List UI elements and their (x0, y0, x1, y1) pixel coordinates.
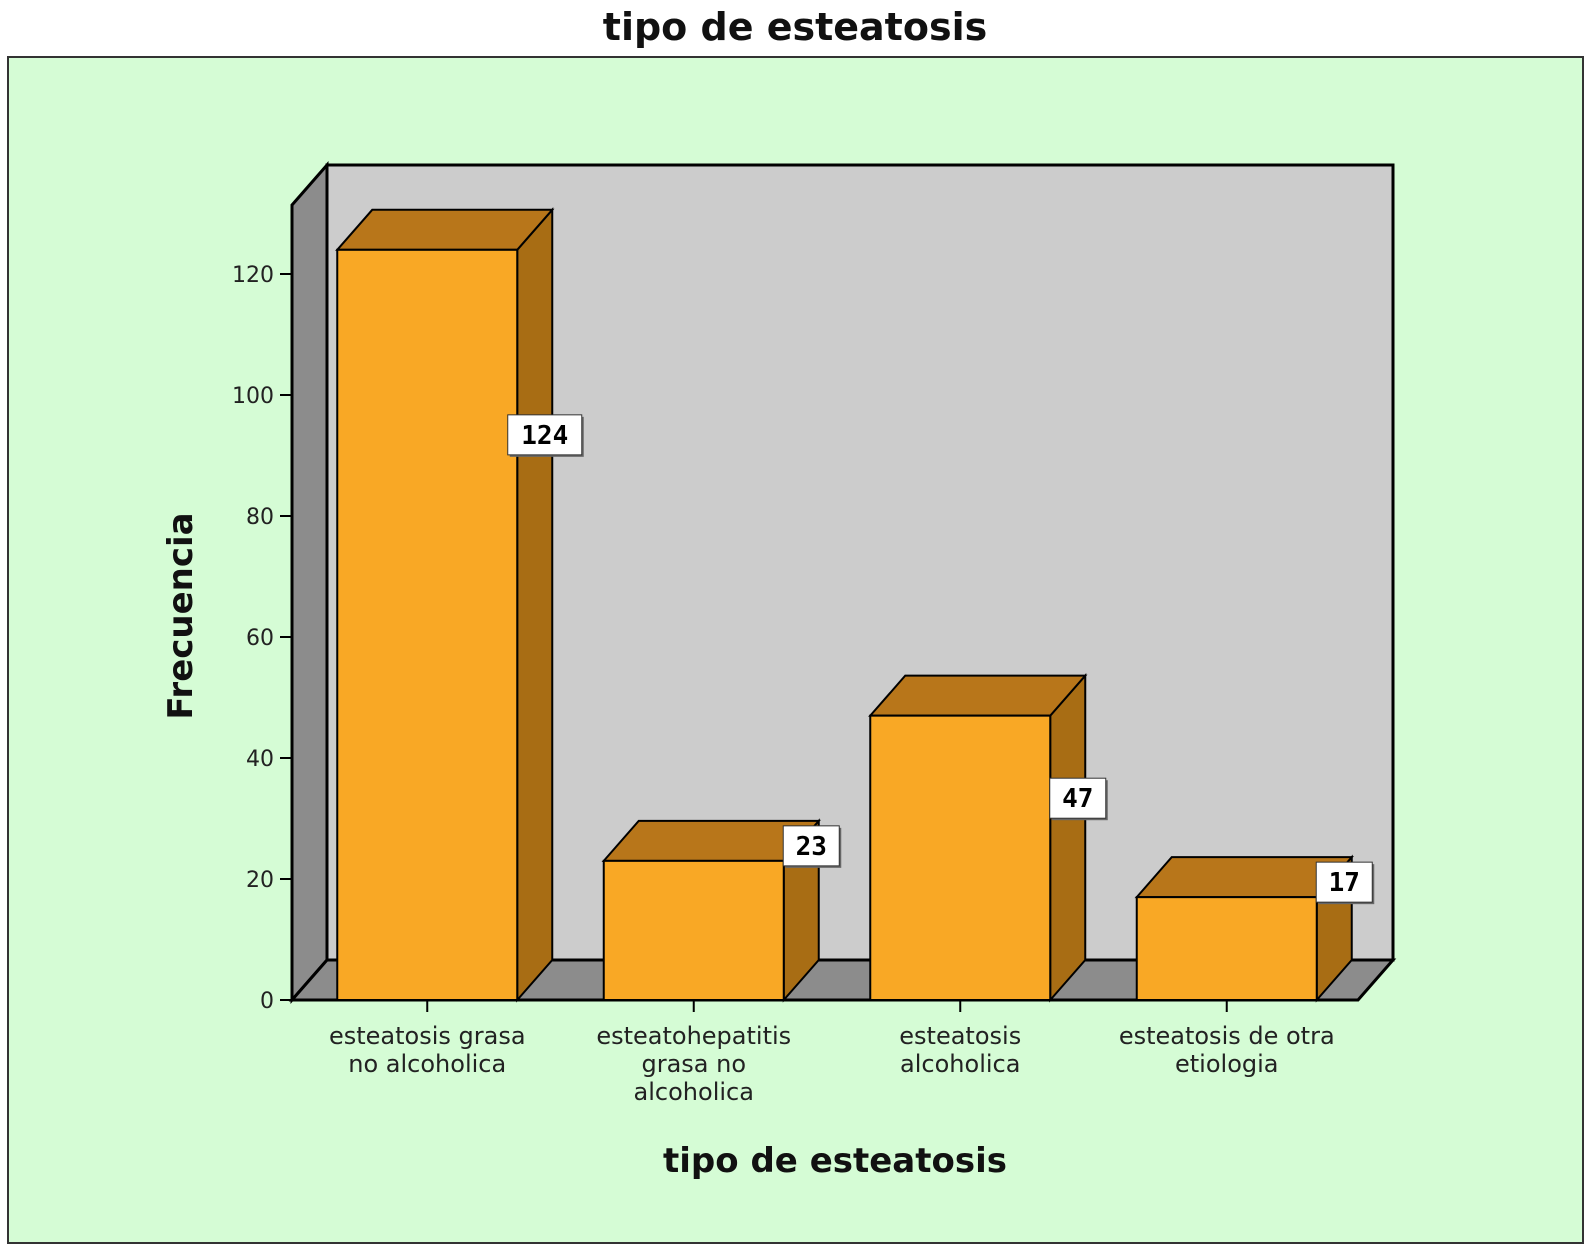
bar-front (1135, 896, 1318, 1002)
svg-text:23: 23 (796, 832, 827, 862)
y-tick-label: 60 (246, 626, 274, 651)
data-label: 124 (507, 414, 584, 457)
y-tick-label: 80 (246, 505, 274, 530)
y-axis: 0 20 40 60 80 100 120 (232, 205, 293, 1014)
data-label: 17 (1315, 861, 1375, 905)
y-tick-label: 40 (246, 747, 274, 772)
category-labels: esteatosis grasa no alcoholica esteatohepa… (329, 1000, 1335, 1106)
bar-side (516, 207, 554, 1003)
svg-text:124: 124 (521, 421, 568, 451)
svg-text:47: 47 (1062, 784, 1093, 814)
data-label: 23 (782, 825, 842, 868)
bar-front (336, 248, 519, 1002)
bar: 23 (601, 818, 842, 1003)
y-axis-title: Frecuencia (161, 512, 201, 719)
bar-front (602, 859, 785, 1001)
category-label: esteatohepatitis grasa no alcoholica (596, 1022, 791, 1106)
y-tick-label: 0 (260, 989, 274, 1014)
bar-side (1049, 672, 1087, 1003)
y-tick-label: 100 (232, 384, 274, 409)
category-label: esteatosis de otra etiologia (1119, 1022, 1335, 1078)
bar: 124 (335, 207, 584, 1003)
svg-text:17: 17 (1329, 868, 1360, 898)
chart-title: tipo de esteatosis (603, 5, 987, 49)
bar: 17 (1134, 854, 1375, 1003)
data-label: 47 (1049, 777, 1108, 821)
bar-top (868, 674, 1088, 717)
category-label: esteatosis grasa no alcoholica (329, 1022, 526, 1078)
bar-top (335, 208, 555, 251)
bar: 47 (868, 672, 1108, 1003)
bars: 124 23 47 17 (335, 207, 1375, 1003)
category-label: esteatosis alcoholica (899, 1022, 1021, 1078)
y-tick-label: 120 (232, 263, 274, 288)
x-axis-title: tipo de esteatosis (663, 1141, 1007, 1181)
side-wall (290, 161, 329, 1004)
y-tick-label: 20 (246, 868, 274, 893)
bar-front (869, 714, 1052, 1002)
